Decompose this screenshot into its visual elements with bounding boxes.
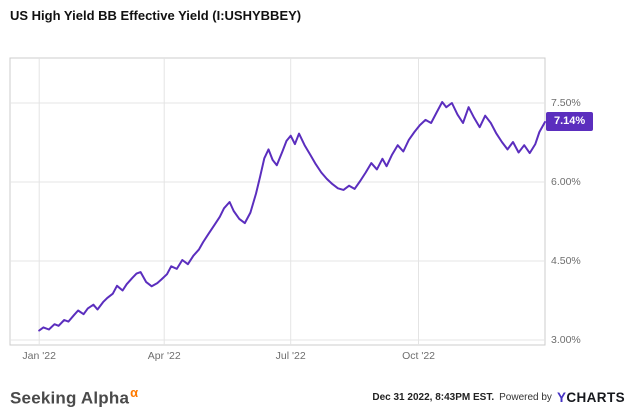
seeking-alpha-logo[interactable]: Seeking Alphaα — [10, 385, 138, 409]
y-axis-tick-label: 3.00% — [551, 333, 581, 346]
x-axis-tick-label: Apr '22 — [147, 350, 181, 362]
ycharts-y-letter: Y — [556, 389, 567, 405]
chart-attribution: Dec 31 2022, 8:43PM EST. Powered by YCHA… — [372, 390, 625, 405]
last-value-badge: 7.14% — [546, 111, 594, 131]
y-axis-tick-label: 4.50% — [551, 255, 581, 267]
y-axis-tick-label: 6.00% — [551, 176, 581, 188]
yield-line-series — [38, 101, 546, 332]
footer-bar: Seeking Alphaα Dec 31 2022, 8:43PM EST. … — [0, 385, 635, 409]
line-chart-plot — [9, 57, 546, 346]
timestamp: Dec 31 2022, 8:43PM EST. — [372, 391, 495, 403]
plot-border — [9, 57, 546, 346]
seeking-alpha-wordmark: Seeking Alpha — [10, 389, 130, 408]
powered-by-label: Powered by — [499, 391, 552, 403]
ycharts-wordmark: CHARTS — [566, 389, 625, 405]
ycharts-logo[interactable]: YCHARTS — [557, 390, 625, 405]
x-axis-tick-label: Jan '22 — [22, 350, 56, 362]
y-axis-tick-label: 7.50% — [551, 97, 581, 110]
x-axis-tick-label: Oct '22 — [402, 350, 435, 362]
x-axis-tick-label: Jul '22 — [275, 350, 306, 362]
alpha-glyph: α — [130, 385, 139, 401]
chart-title: US High Yield BB Effective Yield (I:USHY… — [10, 8, 302, 23]
